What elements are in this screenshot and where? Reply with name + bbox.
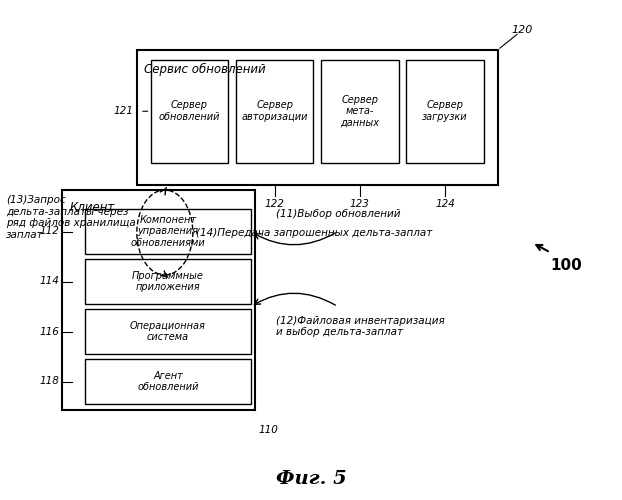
Text: 114: 114: [39, 276, 59, 286]
Text: Операционная
система: Операционная система: [130, 320, 206, 342]
Text: Сервис обновлений: Сервис обновлений: [144, 62, 266, 76]
Text: 100: 100: [550, 258, 582, 272]
Text: 118: 118: [39, 376, 59, 386]
Text: Сервер
загрузки: Сервер загрузки: [422, 100, 468, 122]
Bar: [62, 190, 255, 410]
Text: Компонент
управления
обновлениями: Компонент управления обновлениями: [131, 215, 205, 248]
Text: Сервер
мета-
данных: Сервер мета- данных: [340, 94, 379, 128]
Text: 123: 123: [350, 199, 369, 209]
Text: 116: 116: [39, 326, 59, 336]
Text: 112: 112: [39, 226, 59, 236]
Text: (11)Выбор обновлений: (11)Выбор обновлений: [276, 209, 400, 219]
Text: Сервер
авторизации: Сервер авторизации: [241, 100, 308, 122]
Text: Программные
приложения: Программные приложения: [132, 270, 204, 292]
Bar: [321, 60, 399, 162]
Text: (13)Запрос
дельта-заплаты через
ряд файлов хранилища
заплат: (13)Запрос дельта-заплаты через ряд файл…: [6, 195, 136, 240]
Bar: [85, 309, 251, 354]
Text: 110: 110: [258, 425, 278, 435]
Bar: [85, 359, 251, 404]
Bar: [85, 209, 251, 254]
Bar: [406, 60, 484, 162]
Text: Агент
обновлений: Агент обновлений: [137, 370, 198, 392]
Text: (14)Передача запрошенных дельта-заплат: (14)Передача запрошенных дельта-заплат: [196, 228, 432, 237]
Text: 122: 122: [265, 199, 284, 209]
Text: Фиг. 5: Фиг. 5: [276, 470, 346, 488]
Text: 120: 120: [512, 25, 533, 35]
Bar: [236, 60, 313, 162]
Bar: [137, 50, 498, 185]
Text: 124: 124: [435, 199, 455, 209]
Bar: [85, 259, 251, 304]
Text: Клиент: Клиент: [70, 201, 115, 214]
Text: Сервер
обновлений: Сервер обновлений: [159, 100, 220, 122]
Bar: [151, 60, 228, 162]
Text: (12)Файловая инвентаризация
и выбор дельта-заплат: (12)Файловая инвентаризация и выбор дель…: [276, 316, 444, 338]
Text: 121: 121: [114, 106, 134, 116]
